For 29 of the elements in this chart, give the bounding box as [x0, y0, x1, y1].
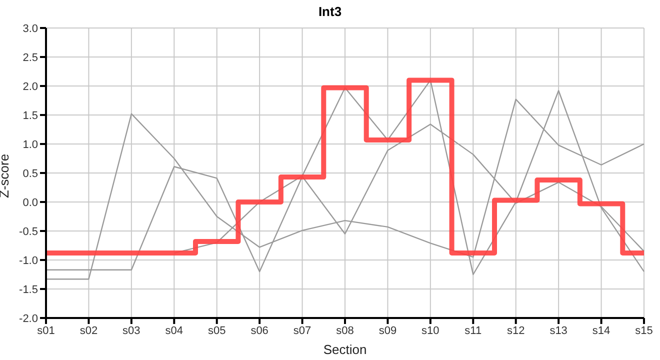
y-tick-label: 2.0	[22, 80, 38, 93]
y-tick-label: 1.5	[22, 110, 38, 122]
x-tick-label: s14	[592, 324, 610, 337]
y-tick-label: -1.5	[19, 284, 38, 296]
x-tick-label: s10	[422, 324, 440, 337]
x-tick-label: s11	[464, 324, 482, 337]
y-tick-label: 0.5	[22, 168, 38, 180]
y-tick-label: 3.0	[22, 22, 38, 35]
x-tick-label: s03	[122, 324, 140, 337]
x-tick-label: s07	[293, 324, 312, 337]
x-tick-label: s15	[635, 324, 653, 337]
x-tick-label: s05	[208, 324, 226, 337]
y-tick-label: -1.0	[19, 254, 38, 267]
y-tick-label: 2.5	[22, 52, 38, 64]
x-tick-label: s08	[336, 324, 354, 337]
x-tick-label: s06	[250, 324, 268, 337]
x-axis-title: Section	[323, 342, 367, 357]
x-tick-label: s09	[378, 324, 397, 337]
y-axis-title: Z-score	[0, 154, 12, 198]
chart-title: Int3	[317, 3, 343, 21]
x-tick-label: s12	[506, 324, 525, 337]
x-tick-label: s04	[165, 324, 184, 337]
x-tick-label: s13	[550, 324, 568, 337]
x-tick-label: s02	[80, 324, 98, 337]
x-tick-label: s01	[37, 324, 55, 337]
y-tick-label: 0.0	[22, 196, 38, 209]
y-tick-label: 1.0	[22, 138, 38, 151]
y-tick-label: -2.0	[19, 312, 38, 325]
y-tick-label: -0.5	[19, 226, 38, 238]
